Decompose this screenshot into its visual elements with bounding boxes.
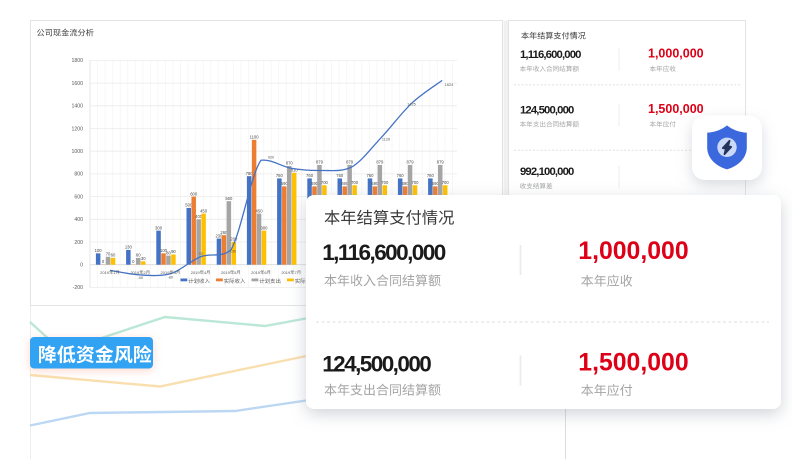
svg-text:200: 200 [74, 240, 83, 246]
svg-text:760: 760 [276, 173, 284, 178]
svg-text:600: 600 [190, 191, 198, 196]
svg-text:450: 450 [200, 208, 208, 213]
svg-text:2019: 2019 [191, 270, 201, 275]
svg-text:760: 760 [366, 173, 374, 178]
svg-text:760: 760 [306, 173, 314, 178]
svg-text:700: 700 [351, 180, 359, 185]
svg-text:560: 560 [225, 196, 233, 201]
svg-text:100: 100 [95, 248, 103, 253]
svg-text:920: 920 [268, 156, 274, 160]
svg-text:2019: 2019 [281, 270, 291, 275]
svg-text:1000: 1000 [71, 149, 83, 155]
svg-text:-200: -200 [73, 285, 83, 291]
svg-text:870: 870 [286, 161, 294, 166]
svg-text:879: 879 [346, 160, 354, 165]
svg-text:90: 90 [171, 249, 176, 254]
svg-text:70: 70 [198, 252, 202, 256]
svg-text:1,116,600,000: 1,116,600,000 [322, 240, 446, 265]
svg-text:1800: 1800 [71, 58, 83, 64]
svg-text:760: 760 [427, 173, 435, 178]
svg-text:1425: 1425 [407, 103, 415, 107]
svg-text:1,000,000: 1,000,000 [648, 47, 704, 61]
svg-text:-90: -90 [137, 276, 143, 280]
svg-text:2019: 2019 [251, 270, 261, 275]
svg-text:879: 879 [407, 160, 415, 165]
svg-text:1,000,000: 1,000,000 [578, 238, 688, 265]
svg-text:-80: -80 [168, 275, 174, 279]
svg-text:879: 879 [376, 160, 384, 165]
svg-text:800: 800 [74, 172, 83, 178]
svg-text:2019: 2019 [100, 270, 110, 275]
svg-text:1,116,600,000: 1,116,600,000 [520, 49, 581, 61]
svg-text:1624: 1624 [445, 83, 453, 87]
svg-text:1100: 1100 [250, 135, 260, 140]
svg-text:0: 0 [80, 263, 83, 269]
svg-text:124,500,000: 124,500,000 [322, 351, 431, 376]
svg-text:1600: 1600 [71, 81, 83, 87]
svg-text:2019: 2019 [130, 270, 140, 275]
svg-text:450: 450 [256, 208, 264, 213]
svg-text:30: 30 [141, 256, 146, 261]
svg-text:400: 400 [74, 217, 83, 223]
svg-text:130: 130 [230, 250, 236, 254]
svg-text:700: 700 [412, 180, 420, 185]
svg-text:300: 300 [155, 225, 163, 230]
svg-text:2019: 2019 [161, 270, 171, 275]
svg-text:124,500,000: 124,500,000 [520, 104, 574, 116]
svg-text:700: 700 [442, 180, 450, 185]
svg-text:60: 60 [111, 253, 116, 258]
svg-text:700: 700 [381, 180, 389, 185]
svg-text:2019: 2019 [221, 270, 231, 275]
svg-text:300: 300 [261, 225, 269, 230]
svg-text:1400: 1400 [71, 104, 83, 110]
svg-text:1126: 1126 [382, 138, 390, 142]
svg-text:600: 600 [74, 194, 83, 200]
svg-text:879: 879 [316, 160, 324, 165]
svg-text:1,500,000: 1,500,000 [578, 349, 688, 376]
svg-text:760: 760 [336, 173, 344, 178]
svg-text:760: 760 [397, 173, 405, 178]
svg-text:200: 200 [230, 237, 238, 242]
svg-text:1200: 1200 [71, 126, 83, 132]
svg-text:879: 879 [437, 160, 445, 165]
svg-text:700: 700 [321, 180, 329, 185]
svg-text:992,100,000: 992,100,000 [520, 166, 574, 178]
svg-text:1,500,000: 1,500,000 [648, 102, 704, 116]
svg-text:130: 130 [125, 245, 133, 250]
